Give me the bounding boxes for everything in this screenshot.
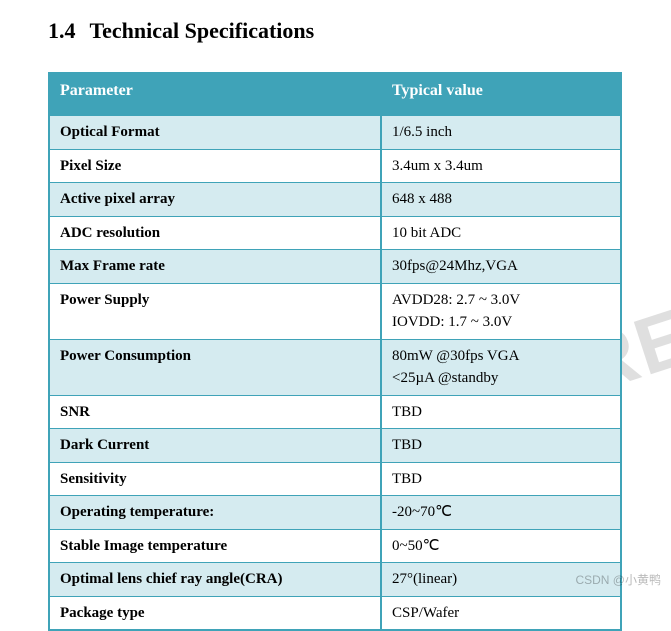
table-row: Dark CurrentTBD [49,429,621,463]
col-header-parameter: Parameter [49,73,381,115]
cell-parameter: Dark Current [49,429,381,463]
cell-value: CSP/Wafer [381,596,621,630]
cell-parameter: SNR [49,395,381,429]
cell-parameter: Pixel Size [49,149,381,183]
cell-parameter: Optimal lens chief ray angle(CRA) [49,563,381,597]
cell-value: TBD [381,429,621,463]
table-row: SensitivityTBD [49,462,621,496]
table-row: Pixel Size3.4um x 3.4um [49,149,621,183]
cell-parameter: Operating temperature: [49,496,381,530]
cell-value: 648 x 488 [381,183,621,217]
cell-value: AVDD28: 2.7 ~ 3.0VIOVDD: 1.7 ~ 3.0V [381,283,621,339]
table-row: Package typeCSP/Wafer [49,596,621,630]
table-header-row: Parameter Typical value [49,73,621,115]
cell-parameter: Stable Image temperature [49,529,381,563]
table-row: Power Consumption80mW @30fps VGA<25µA @s… [49,339,621,395]
cell-parameter: Package type [49,596,381,630]
cell-value: TBD [381,395,621,429]
cell-value: 30fps@24Mhz,VGA [381,250,621,284]
spec-table: Parameter Typical value Optical Format1/… [48,72,622,631]
section-heading: 1.4 Technical Specifications [48,18,639,44]
attribution-text: CSDN @小黄鸭 [575,571,661,588]
cell-parameter: Sensitivity [49,462,381,496]
table-row: ADC resolution10 bit ADC [49,216,621,250]
cell-value: 3.4um x 3.4um [381,149,621,183]
table-row: Optical Format1/6.5 inch [49,115,621,149]
cell-value: 1/6.5 inch [381,115,621,149]
section-number: 1.4 [48,18,76,43]
cell-value: -20~70℃ [381,496,621,530]
cell-parameter: Power Supply [49,283,381,339]
col-header-value: Typical value [381,73,621,115]
cell-parameter: Max Frame rate [49,250,381,284]
cell-value: 0~50℃ [381,529,621,563]
cell-parameter: ADC resolution [49,216,381,250]
spec-table-body: Optical Format1/6.5 inchPixel Size3.4um … [49,115,621,630]
document-page: 1.4 Technical Specifications Parameter Ty… [0,0,671,631]
table-row: Max Frame rate30fps@24Mhz,VGA [49,250,621,284]
table-row: Stable Image temperature0~50℃ [49,529,621,563]
cell-parameter: Active pixel array [49,183,381,217]
cell-parameter: Power Consumption [49,339,381,395]
section-title-text: Technical Specifications [90,18,315,43]
cell-value: 10 bit ADC [381,216,621,250]
table-row: Optimal lens chief ray angle(CRA)27°(lin… [49,563,621,597]
table-row: Operating temperature:-20~70℃ [49,496,621,530]
table-row: SNRTBD [49,395,621,429]
table-row: Active pixel array648 x 488 [49,183,621,217]
cell-parameter: Optical Format [49,115,381,149]
table-row: Power SupplyAVDD28: 2.7 ~ 3.0VIOVDD: 1.7… [49,283,621,339]
cell-value: TBD [381,462,621,496]
cell-value: 80mW @30fps VGA<25µA @standby [381,339,621,395]
